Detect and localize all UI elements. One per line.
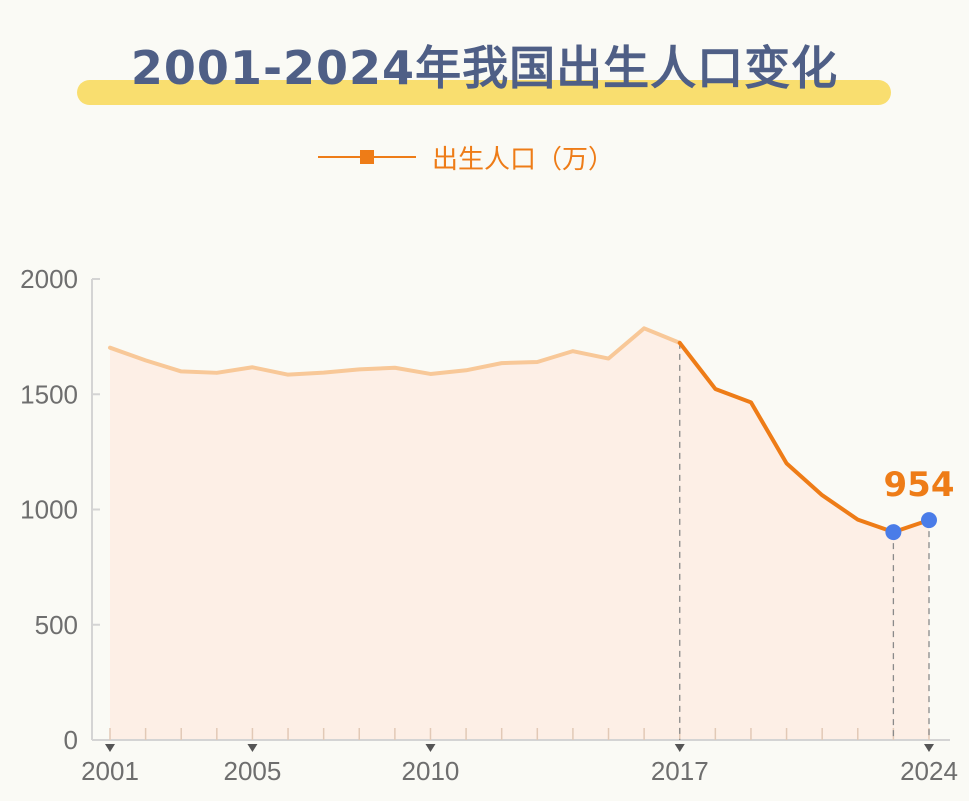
x-tick-marker <box>924 744 934 752</box>
x-tick-marker <box>674 744 685 752</box>
title-highlight-bar <box>77 80 891 105</box>
y-tick-label: 2000 <box>20 264 78 294</box>
legend-square-marker <box>360 150 374 164</box>
x-tick-marker <box>105 744 115 752</box>
value-annotation: 954 <box>884 465 955 505</box>
x-tick-label: 2010 <box>402 756 460 786</box>
x-tick-label: 2005 <box>224 756 282 786</box>
data-point-marker <box>885 524 902 541</box>
chart-title: 2001-2024年我国出生人口变化 <box>130 41 839 95</box>
x-tick-label: 2017 <box>651 756 709 786</box>
x-tick-label: 2024 <box>900 756 958 786</box>
data-point-marker <box>921 512 937 529</box>
y-tick-label: 500 <box>35 610 78 640</box>
legend-line-swatch <box>318 150 416 164</box>
x-tick-marker <box>425 744 436 752</box>
x-tick-label: 2001 <box>81 756 139 786</box>
legend-label: 出生人口（万） <box>432 144 615 175</box>
y-tick-label: 1000 <box>20 495 78 525</box>
y-tick-label: 1500 <box>20 379 78 409</box>
area-fill <box>110 328 929 740</box>
legend: 出生人口（万） <box>318 139 614 175</box>
series-line-early <box>108 326 682 377</box>
x-tick-marker <box>247 744 258 752</box>
y-tick-label: 0 <box>64 725 78 755</box>
